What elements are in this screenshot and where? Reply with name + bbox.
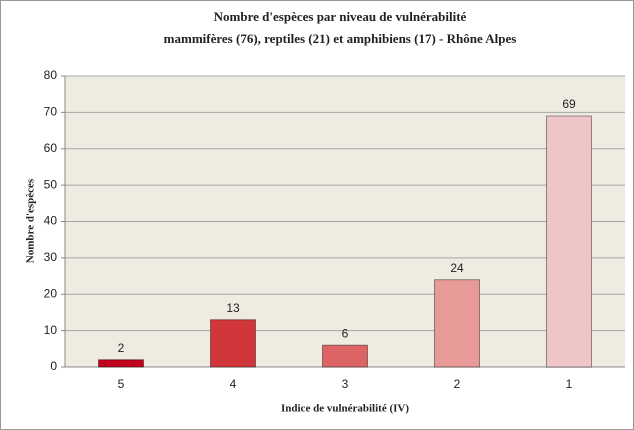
y-tick-label: 70 [44,105,58,119]
y-axis-title: Nombre d'espèces [25,178,37,263]
x-tick-label: 3 [342,377,349,391]
x-tick-label: 1 [566,377,573,391]
chart-subtitle: mammifères (76), reptiles (21) et amphib… [164,31,517,46]
x-tick-label: 4 [230,377,237,391]
y-tick-label: 40 [44,214,58,228]
y-tick-label: 50 [44,177,58,191]
y-tick-label: 80 [44,68,58,82]
bar [98,359,144,368]
y-tick-label: 60 [44,141,58,155]
x-axis-title: Indice de vulnérabilité (IV) [281,403,409,415]
y-tick-label: 0 [50,359,57,373]
bar [322,344,368,368]
bar [434,279,480,368]
bar [546,115,592,368]
data-label: 24 [450,261,464,275]
y-tick-label: 20 [44,286,58,300]
data-label: 6 [342,326,349,340]
x-tick-label: 5 [118,377,125,391]
x-tick-label: 2 [454,377,461,391]
y-tick-label: 30 [44,250,58,264]
y-tick-label: 10 [44,323,58,337]
bar [210,319,256,368]
data-label: 2 [118,341,125,355]
chart-title: Nombre d'espèces par niveau de vulnérabi… [214,9,467,24]
data-label: 13 [226,301,240,315]
data-label: 69 [562,97,576,111]
